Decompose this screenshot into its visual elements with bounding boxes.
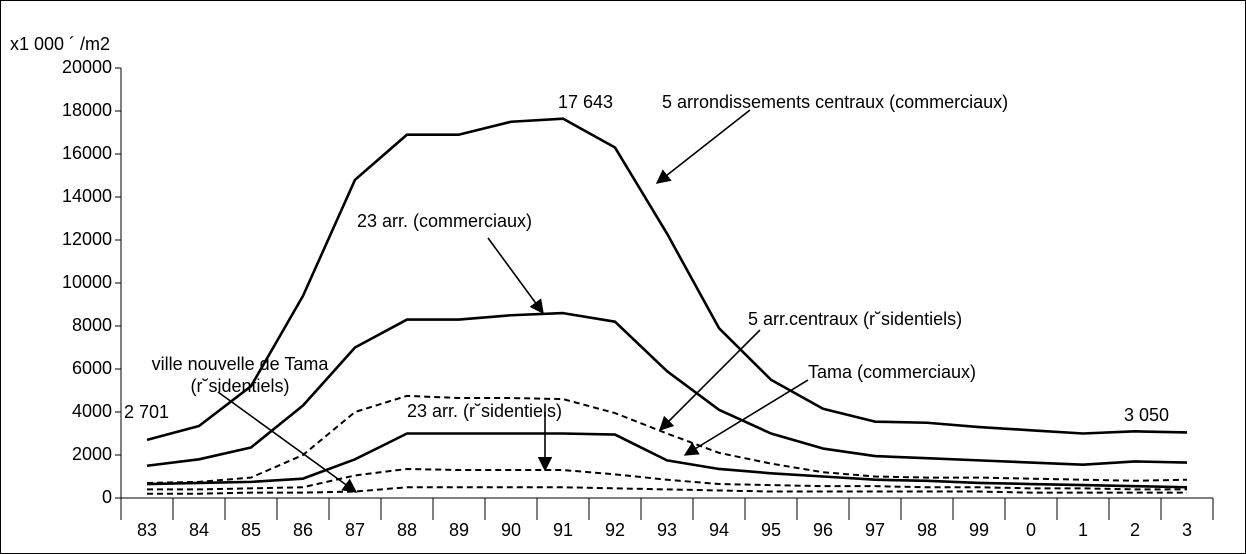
- series-line: [147, 467, 1187, 491]
- x-tick-label: 90: [501, 520, 521, 540]
- y-tick-label: 2000: [72, 444, 112, 464]
- series-annotation: Tama (commerciaux): [808, 362, 976, 382]
- y-tick-label: 18000: [62, 100, 112, 120]
- series-annotation: ville nouvelle de Tama (r˘sidentiels): [151, 354, 329, 396]
- series-annotation: 23 arr. (commerciaux): [357, 211, 532, 231]
- annotation-arrow: [683, 379, 809, 456]
- y-tick-label: 20000: [62, 57, 112, 77]
- x-tick-label: 89: [449, 520, 469, 540]
- data-label: 17 643: [558, 92, 613, 112]
- y-tick-label: 8000: [72, 315, 112, 335]
- x-tick-label: 95: [761, 520, 781, 540]
- series-annotation: 5 arr.centraux (r˘sidentiels): [748, 309, 962, 329]
- x-tick-label: 85: [241, 520, 261, 540]
- x-tick-label: 99: [969, 520, 989, 540]
- x-tick-label: 96: [813, 520, 833, 540]
- series-line: [146, 117, 1188, 442]
- y-tick-label: 16000: [62, 143, 112, 163]
- x-tick-label: 0: [1026, 520, 1036, 540]
- x-tick-label: 93: [657, 520, 677, 540]
- series-annotation: 5 arrondissements centraux (commerciaux): [662, 92, 1008, 112]
- x-tick-label: 3: [1182, 520, 1192, 540]
- annotation-arrow: [655, 109, 751, 184]
- series-line: [146, 432, 1188, 489]
- y-axis-label: x1 000 ´ /m2: [10, 34, 110, 54]
- series-annotation: 23 arr. (r˘sidentiels): [407, 401, 562, 421]
- x-tick-label: 83: [137, 520, 157, 540]
- x-tick-label: 2: [1130, 520, 1140, 540]
- x-tick-label: 87: [345, 520, 365, 540]
- x-tick-label: 92: [605, 520, 625, 540]
- x-tick-label: 98: [917, 520, 937, 540]
- series-line: [147, 486, 1187, 495]
- data-label: 3 050: [1124, 405, 1169, 425]
- series-line: [146, 394, 1188, 484]
- series-line: [146, 311, 1188, 468]
- y-tick-label: 10000: [62, 272, 112, 292]
- annotation-arrow: [487, 237, 544, 315]
- y-tick-label: 4000: [72, 401, 112, 421]
- data-label: 2 701: [124, 402, 169, 422]
- x-tick-label: 88: [397, 520, 417, 540]
- x-tick-label: 84: [189, 520, 209, 540]
- x-tick-label: 86: [293, 520, 313, 540]
- y-tick-label: 12000: [62, 229, 112, 249]
- x-tick-label: 91: [553, 520, 573, 540]
- y-tick-label: 0: [102, 487, 112, 507]
- y-tick-label: 6000: [72, 358, 112, 378]
- x-tick-label: 94: [709, 520, 729, 540]
- x-tick-label: 97: [865, 520, 885, 540]
- y-tick-label: 14000: [62, 186, 112, 206]
- annotation-arrow: [658, 329, 761, 432]
- x-tick-label: 1: [1078, 520, 1088, 540]
- annotation-arrow: [217, 391, 358, 493]
